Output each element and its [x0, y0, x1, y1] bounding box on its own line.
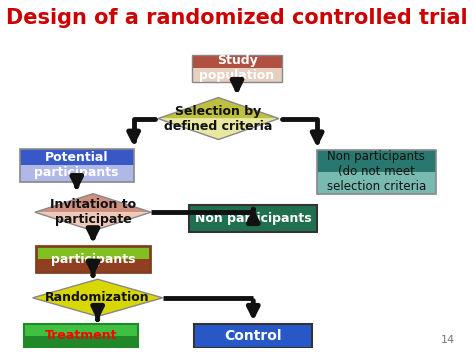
Text: Control: Control: [225, 329, 282, 343]
Text: Non participants
(do not meet
selection criteria: Non participants (do not meet selection …: [327, 150, 426, 193]
Bar: [194, 323, 312, 348]
Polygon shape: [33, 279, 163, 316]
Text: Design of a randomized controlled trial: Design of a randomized controlled trial: [6, 8, 468, 28]
Polygon shape: [35, 193, 151, 212]
Bar: [36, 246, 150, 259]
Bar: [25, 323, 138, 348]
Text: Randomization: Randomization: [46, 291, 150, 304]
Bar: [20, 165, 134, 181]
Bar: [317, 150, 436, 193]
Polygon shape: [35, 212, 151, 231]
Bar: [190, 206, 317, 232]
Bar: [317, 150, 436, 172]
Text: Selection by
defined criteria: Selection by defined criteria: [164, 104, 273, 132]
Bar: [25, 323, 138, 335]
Text: Invitation to
participate: Invitation to participate: [50, 198, 136, 226]
Bar: [191, 55, 283, 82]
Bar: [317, 172, 436, 193]
Text: 14: 14: [441, 335, 456, 345]
Text: Non participants: Non participants: [195, 212, 311, 225]
Bar: [20, 149, 134, 181]
Text: Potential
participants: Potential participants: [35, 151, 119, 179]
Polygon shape: [158, 119, 279, 140]
Bar: [191, 69, 283, 82]
Bar: [25, 335, 138, 348]
Bar: [20, 149, 134, 165]
Text: Treatment: Treatment: [45, 329, 118, 342]
Text: participants: participants: [51, 252, 135, 266]
Bar: [191, 55, 283, 69]
Text: Study
population: Study population: [200, 54, 274, 82]
Bar: [36, 246, 150, 272]
Polygon shape: [158, 98, 279, 119]
Bar: [36, 259, 150, 272]
